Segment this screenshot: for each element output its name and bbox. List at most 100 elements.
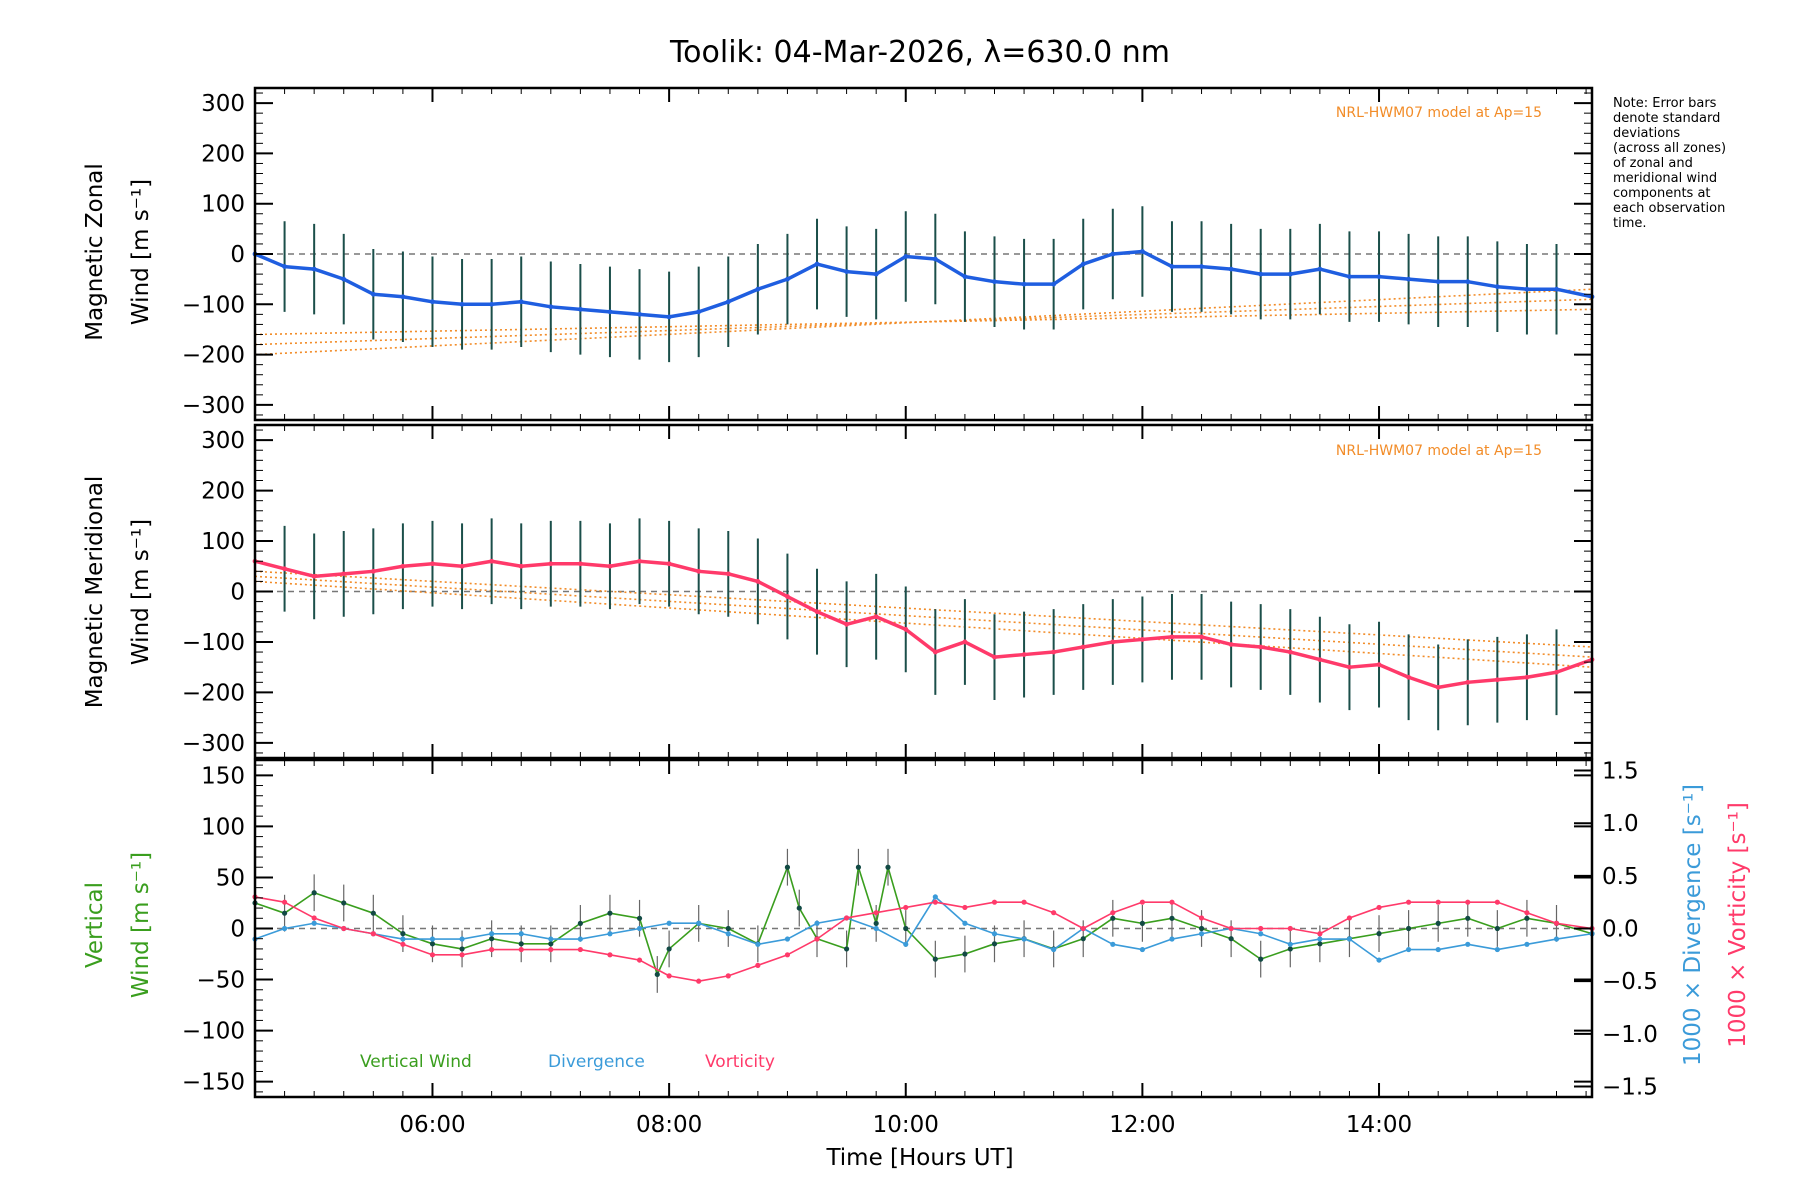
zonal-wind-point <box>696 309 702 315</box>
vorticity-point <box>1198 915 1205 921</box>
meridional-wind-point <box>932 649 938 655</box>
zonal-wind-point <box>607 309 613 315</box>
zonal-wind-point <box>785 276 790 282</box>
divergence-point <box>1524 941 1530 947</box>
vorticity-point <box>1110 910 1116 916</box>
divergence-point <box>873 925 879 932</box>
vorticity-point <box>991 899 998 905</box>
zonal-wind-point <box>282 264 287 269</box>
meridional-wind-point <box>1258 644 1264 650</box>
vertical-wind-point <box>855 864 862 870</box>
y-tick-label: 0 <box>230 580 245 606</box>
meridional-wind-point <box>1347 664 1352 670</box>
zonal-ylabel: Magnetic Zonal Wind [m s⁻¹] <box>82 163 154 341</box>
divergence-point <box>1376 957 1382 963</box>
y-tick-label: 0 <box>230 242 245 268</box>
vorticity-point <box>666 973 672 979</box>
vorticity-point <box>1169 899 1175 905</box>
note-line: deviations <box>1613 126 1680 141</box>
vertical-wind-point <box>1524 915 1530 921</box>
y-tick-label: 300 <box>201 91 245 117</box>
vorticity-point <box>1376 904 1382 911</box>
zonal-wind-point <box>400 294 406 300</box>
vorticity-point <box>1553 920 1560 926</box>
divergence-point <box>1139 946 1145 953</box>
meridional-ylabel-line2: Wind [m s⁻¹] <box>128 519 154 665</box>
vertical-wind-point <box>1169 915 1175 921</box>
vorticity-point <box>1258 925 1264 932</box>
zonal-wind-point <box>1347 274 1352 280</box>
vorticity-point <box>1287 925 1293 932</box>
vorticity-point <box>1228 925 1234 932</box>
vertical-wind-point <box>489 936 495 942</box>
zonal-wind-point <box>1406 276 1412 282</box>
meridional-wind-point <box>400 563 406 569</box>
divergence-point <box>1435 946 1441 953</box>
vertical-wind-point <box>607 910 613 916</box>
y-tick-label: 0 <box>230 917 245 943</box>
x-axis-title: Time [Hours UT] <box>825 1145 1013 1171</box>
vertical-wind-point <box>991 941 998 947</box>
divergence-point <box>991 931 998 937</box>
meridional-wind-point <box>785 594 790 599</box>
vertical-wind-point <box>1465 915 1471 921</box>
zonal-ylabel-line1: Magnetic Zonal <box>82 163 108 341</box>
note-line: (across all zones) <box>1613 141 1726 156</box>
meridional-wind-point <box>1376 662 1382 668</box>
meridional-ylabel-line1: Magnetic Meridional <box>82 476 108 709</box>
meridional-wind-point <box>725 571 731 577</box>
meridional-wind-point <box>548 561 554 567</box>
vertical-wind-point <box>1287 946 1293 952</box>
vertical-wind-point <box>784 864 791 870</box>
vorticity-axis-title: 1000 × Vorticity [s⁻¹] <box>1725 802 1751 1048</box>
meridional-wind-point <box>518 563 524 569</box>
meridional-wind-point <box>1406 674 1412 680</box>
y-tick-label: −200 <box>182 343 245 369</box>
y-tick-label: −150 <box>182 1070 245 1096</box>
zonal-wind-point <box>1169 264 1175 269</box>
vorticity-point <box>1465 899 1471 905</box>
zonal-wind-point <box>1435 279 1441 285</box>
zonal-wind-point <box>1465 279 1471 285</box>
vertical-wind-point <box>518 941 524 947</box>
x-tick-label: 06:00 <box>399 1112 465 1138</box>
zonal-wind-point <box>932 256 938 262</box>
vorticity-point <box>281 899 288 905</box>
meridional-wind-point <box>962 639 968 645</box>
vertical-wind-point <box>1258 956 1264 962</box>
y-tick-label: 100 <box>201 529 245 555</box>
meridional-wind-point <box>489 558 495 564</box>
vertical-wind-point <box>1198 925 1205 932</box>
divergence-point <box>1287 941 1293 947</box>
meridional-model-label: NRL-HWM07 model at Ap=15 <box>1336 443 1542 459</box>
meridional-wind-point <box>341 571 347 577</box>
zonal-wind-point <box>577 306 583 312</box>
divergence-line <box>254 896 1593 961</box>
vorticity-line <box>254 896 1593 982</box>
vertical-wind-point <box>654 971 660 978</box>
zonal-wind-point <box>1524 286 1530 292</box>
zonal-wind-point <box>1199 264 1204 269</box>
divergence-point <box>281 925 288 932</box>
model-line-1 <box>254 570 1593 648</box>
vorticity-point <box>459 952 465 958</box>
vorticity-point <box>429 952 436 958</box>
zonal-wind-point <box>548 304 554 310</box>
note-line: components at <box>1613 186 1711 201</box>
x-tick-label: 08:00 <box>636 1112 702 1138</box>
note-line: time. <box>1613 216 1647 231</box>
vorticity-point <box>636 957 643 963</box>
vertical-wind-point <box>903 925 909 932</box>
meridional-wind-point <box>814 609 820 615</box>
vertical-wind-point <box>962 951 968 957</box>
divergence-point <box>1258 931 1264 937</box>
chart-title: Toolik: 04-Mar-2026, λ=630.0 nm <box>669 35 1170 70</box>
x-tick-label: 14:00 <box>1346 1112 1412 1138</box>
meridional-wind-point <box>311 573 317 579</box>
vertical-wind-point <box>1110 915 1116 921</box>
model-line-3 <box>254 288 1593 356</box>
divergence-point <box>1021 936 1027 942</box>
zonal-wind-point <box>459 301 465 307</box>
vertical-wind-point <box>873 920 879 926</box>
